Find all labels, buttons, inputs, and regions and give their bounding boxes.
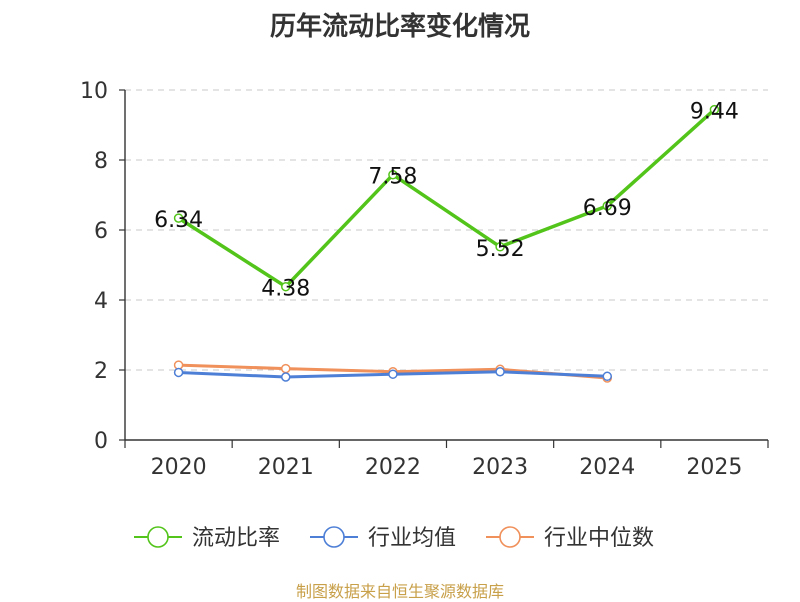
data-point	[495, 242, 505, 252]
legend-item[interactable]: 行业中位数	[486, 526, 654, 551]
legend-item[interactable]: 行业均值	[310, 526, 456, 551]
data-point	[388, 369, 398, 379]
legend-marker-icon	[499, 526, 521, 548]
data-point	[495, 367, 505, 377]
data-point	[281, 281, 291, 292]
x-tick-label: 2023	[472, 455, 528, 480]
series: 6.34 4.38 7.58 5.52 6.69 9.44	[154, 100, 739, 383]
legend-label: 行业均值	[368, 526, 456, 551]
y-tick-label: 8	[94, 149, 108, 174]
grid-lines	[125, 89, 768, 371]
axes: 0 2 4 6 8 10 2020 2021 2022 2023 2024 2025	[80, 79, 769, 480]
legend[interactable]: 流动比率 行业均值 行业中位数	[134, 526, 654, 551]
series-line-0	[177, 108, 716, 289]
legend-marker-icon	[323, 526, 345, 548]
data-point	[602, 201, 612, 211]
data-label: 9.44	[690, 100, 739, 125]
data-point	[281, 372, 291, 382]
data-point	[173, 213, 184, 223]
data-point	[173, 367, 184, 378]
data-point	[388, 169, 398, 180]
data-label: 7.58	[368, 165, 417, 190]
y-tick-label: 6	[94, 219, 108, 244]
y-tick-label: 2	[94, 359, 108, 384]
legend-label: 流动比率	[192, 526, 280, 551]
y-tick-label: 4	[94, 289, 108, 314]
data-point	[709, 104, 720, 115]
y-tick-label: 0	[94, 429, 108, 454]
data-label: 5.52	[476, 237, 525, 262]
x-tick-label: 2022	[365, 455, 421, 480]
data-point	[602, 371, 612, 382]
x-tick-label: 2025	[686, 455, 742, 480]
data-label: 6.34	[154, 208, 203, 233]
x-tick-label: 2024	[579, 455, 635, 480]
legend-marker-icon	[147, 526, 169, 548]
legend-item[interactable]: 流动比率	[134, 526, 280, 551]
data-label: 4.38	[261, 277, 310, 302]
data-label: 6.69	[583, 196, 632, 221]
data-point	[281, 363, 291, 374]
data-source-note: 制图数据来自恒生聚源数据库	[295, 582, 504, 601]
y-tick-label: 10	[80, 79, 108, 104]
x-tick-label: 2020	[151, 455, 207, 480]
chart-title: 历年流动比率变化情况	[269, 12, 530, 42]
x-tick-label: 2021	[258, 455, 314, 480]
legend-label: 行业中位数	[544, 526, 654, 551]
